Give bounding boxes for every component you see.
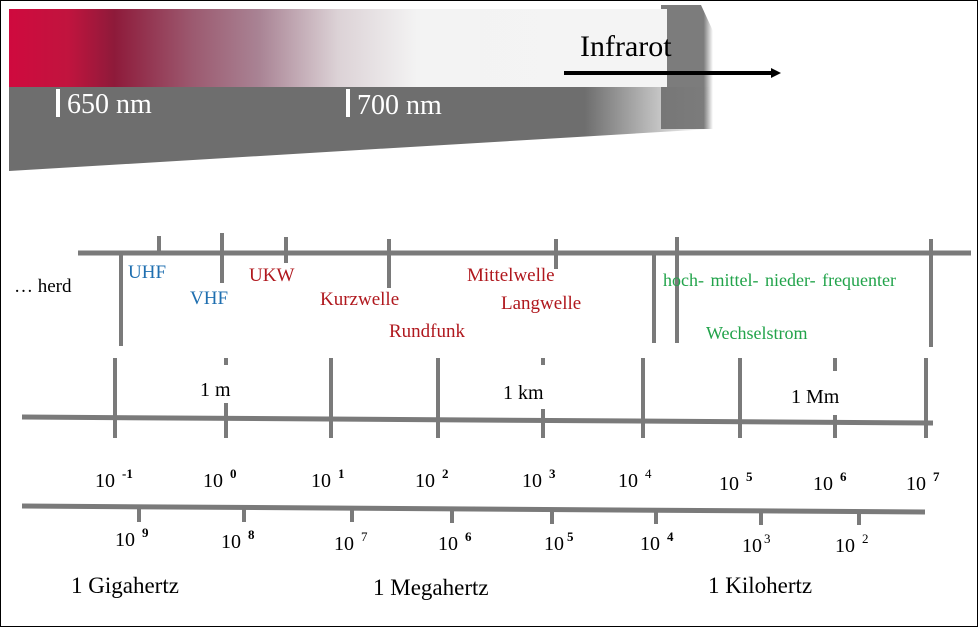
wl-power: 10 4	[618, 466, 652, 492]
wl-power: 10 6	[813, 469, 847, 495]
freq-power: 10 7	[334, 529, 368, 555]
label-wechselstrom: Wechselstrom	[706, 323, 808, 343]
label-1m: 1 m	[200, 379, 231, 401]
label-1Mm: 1 Mm	[791, 386, 840, 408]
label-mittelwelle: Mittelwelle	[467, 265, 555, 286]
tick-700	[346, 89, 350, 117]
wl-power: 10 7	[906, 469, 940, 495]
label-frequenter: hoch- mittel- nieder- frequenter	[663, 270, 897, 290]
label-kurzwelle: Kurzwelle	[320, 289, 400, 310]
label-infrarot: Infrarot	[580, 30, 672, 63]
label-1km: 1 km	[503, 382, 544, 404]
freq-power: 10 2	[835, 531, 869, 557]
wl-power: 10 2	[415, 466, 449, 492]
label-1-gigahertz: 1 Gigahertz	[71, 573, 179, 598]
label-rundfunk: Rundfunk	[389, 321, 465, 342]
label-herd: … herd	[14, 276, 72, 297]
freq-power: 10 6	[438, 529, 472, 555]
wl-power: 10 5	[719, 469, 753, 495]
wavelength-ticks	[113, 358, 928, 438]
freq-power: 10 3	[742, 531, 771, 557]
label-ukw: UKW	[249, 265, 295, 286]
wl-power: 10 -1	[95, 466, 133, 492]
frequency-ticks	[137, 508, 861, 525]
label-700nm: 700 nm	[357, 90, 442, 121]
freq-power: 10 9	[115, 525, 149, 551]
freq-power: 10 5	[544, 529, 574, 555]
label-650nm: 650 nm	[67, 89, 152, 120]
freq-power: 10 4	[640, 529, 674, 555]
label-uhf: UHF	[128, 262, 167, 283]
frequency-axis	[21, 503, 926, 515]
tick-650	[56, 89, 60, 117]
red-gradient-strip	[9, 9, 667, 87]
wavelength-axis	[21, 414, 934, 426]
band-ticks	[119, 233, 933, 347]
wl-power: 10 3	[522, 466, 556, 492]
grey-band	[9, 87, 711, 171]
label-1-megahertz: 1 Megahertz	[373, 575, 489, 600]
wl-power: 10 0	[203, 466, 237, 492]
label-1-kilohertz: 1 Kilohertz	[708, 573, 813, 598]
grey-band-top	[661, 5, 713, 129]
freq-power: 10 8	[221, 527, 255, 553]
label-langwelle: Langwelle	[501, 293, 582, 314]
wl-power: 10 1	[311, 466, 345, 492]
label-vhf: VHF	[190, 288, 229, 309]
